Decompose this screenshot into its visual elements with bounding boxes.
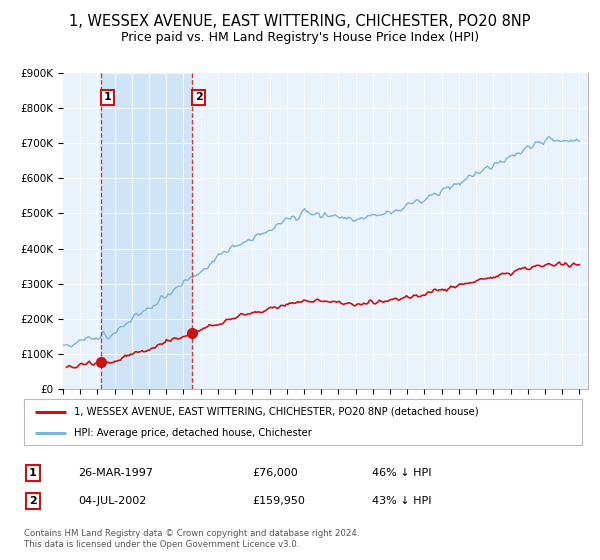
Text: 46% ↓ HPI: 46% ↓ HPI [372, 468, 431, 478]
Text: HPI: Average price, detached house, Chichester: HPI: Average price, detached house, Chic… [74, 428, 312, 438]
Text: 43% ↓ HPI: 43% ↓ HPI [372, 496, 431, 506]
Text: 1: 1 [104, 92, 112, 102]
Text: 1, WESSEX AVENUE, EAST WITTERING, CHICHESTER, PO20 8NP (detached house): 1, WESSEX AVENUE, EAST WITTERING, CHICHE… [74, 407, 479, 417]
Text: 2: 2 [29, 496, 37, 506]
Text: £76,000: £76,000 [252, 468, 298, 478]
Text: £159,950: £159,950 [252, 496, 305, 506]
Text: 04-JUL-2002: 04-JUL-2002 [78, 496, 146, 506]
Text: 1, WESSEX AVENUE, EAST WITTERING, CHICHESTER, PO20 8NP: 1, WESSEX AVENUE, EAST WITTERING, CHICHE… [69, 14, 531, 29]
Bar [101, 73, 192, 389]
Text: 1: 1 [29, 468, 37, 478]
Text: 2: 2 [195, 92, 203, 102]
Text: Price paid vs. HM Land Registry's House Price Index (HPI): Price paid vs. HM Land Registry's House … [121, 31, 479, 44]
Text: Contains HM Land Registry data © Crown copyright and database right 2024.
This d: Contains HM Land Registry data © Crown c… [24, 529, 359, 549]
Text: 26-MAR-1997: 26-MAR-1997 [78, 468, 153, 478]
